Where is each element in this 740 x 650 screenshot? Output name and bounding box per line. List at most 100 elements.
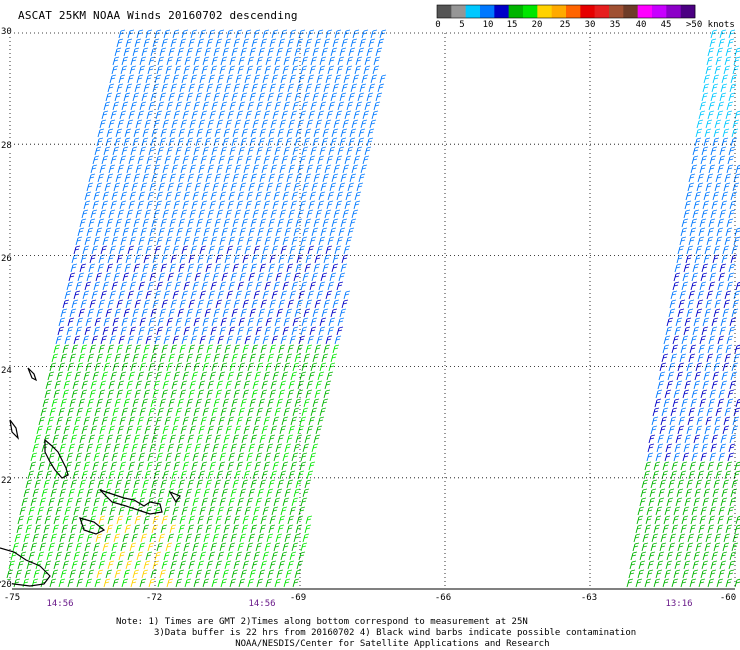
wind-barb: [116, 560, 124, 570]
wind-barb: [66, 326, 74, 336]
wind-barb: [323, 299, 331, 309]
wind-barb: [280, 290, 288, 300]
wind-barb: [295, 434, 303, 444]
wind-barb: [144, 119, 152, 129]
wind-barb: [282, 191, 290, 201]
wind-barb: [302, 488, 310, 498]
wind-barb: [105, 92, 113, 102]
wind-barb: [254, 110, 262, 120]
wind-barb: [144, 470, 152, 480]
wind-barb: [186, 137, 194, 147]
wind-barb: [70, 479, 78, 489]
wind-barb: [265, 362, 273, 372]
wind-barb: [219, 236, 227, 246]
wind-barb: [666, 380, 674, 390]
wind-barb: [192, 542, 200, 552]
wind-barb: [293, 227, 301, 237]
wind-barb: [80, 389, 88, 399]
wind-barb: [255, 497, 263, 507]
wind-barb: [23, 488, 31, 498]
wind-barb: [248, 488, 256, 498]
wind-barb: [136, 245, 144, 255]
wind-barb: [77, 272, 85, 282]
wind-barb: [266, 533, 274, 543]
wind-barb: [267, 92, 275, 102]
wind-barb: [84, 326, 92, 336]
wind-barb: [203, 488, 211, 498]
wind-barb: [646, 506, 654, 516]
wind-barb: [263, 155, 271, 165]
wind-barb: [133, 263, 141, 273]
wind-barb: [175, 578, 183, 588]
wind-barb: [44, 560, 52, 570]
wind-barb: [672, 515, 680, 525]
wind-barb: [722, 479, 730, 489]
wind-barb: [677, 308, 685, 318]
wind-barb: [171, 425, 179, 435]
wind-barb: [192, 281, 200, 291]
wind-barb: [734, 578, 740, 588]
wind-barb: [268, 434, 276, 444]
wind-barb: [185, 443, 193, 453]
wind-barb: [256, 56, 264, 66]
wind-barb: [194, 227, 202, 237]
wind-barb: [712, 371, 720, 381]
wind-barb: [693, 434, 701, 444]
wind-barb: [666, 497, 674, 507]
wind-barb: [107, 254, 115, 264]
wind-barb: [206, 560, 214, 570]
wind-barb: [245, 155, 253, 165]
note-line: 3)Data buffer is 22 hrs from 20160702 4)…: [153, 628, 637, 638]
wind-barb: [106, 173, 114, 183]
wind-barb: [99, 119, 107, 129]
wind-barb: [264, 281, 272, 291]
wind-barb: [703, 74, 711, 84]
wind-barb: [174, 326, 182, 336]
wind-barb: [714, 299, 722, 309]
wind-barb: [732, 416, 740, 426]
wind-barb: [167, 443, 175, 453]
wind-barb: [227, 461, 235, 471]
wind-barb: [73, 506, 81, 516]
wind-barb: [138, 65, 146, 75]
note-line: NOAA/NESDIS/Center for Satellite Applica…: [235, 639, 550, 649]
wind-barb: [93, 452, 101, 462]
wind-barb: [694, 254, 702, 264]
wind-barb: [138, 497, 146, 507]
wind-barb: [140, 533, 148, 543]
wind-barb: [204, 569, 212, 579]
wind-barb: [683, 209, 691, 219]
wind-barb: [711, 200, 719, 210]
wind-barb: [319, 362, 327, 372]
wind-barb: [315, 425, 323, 435]
wind-barb: [342, 209, 350, 219]
wind-barb: [637, 569, 645, 579]
wind-barb: [722, 245, 730, 255]
wind-barb: [710, 146, 718, 156]
wind-barb: [213, 353, 221, 363]
wind-barb: [720, 83, 728, 93]
wind-barb: [305, 254, 313, 264]
wind-barb: [688, 353, 696, 363]
wind-barb: [309, 281, 317, 291]
wind-barb: [180, 119, 188, 129]
wind-barb: [172, 506, 180, 516]
wind-barb: [234, 164, 242, 174]
wind-barb: [682, 506, 690, 516]
wind-barb: [34, 524, 42, 534]
wind-barb: [669, 299, 677, 309]
wind-barb: [252, 209, 260, 219]
wind-barb: [696, 119, 704, 129]
wind-barb: [156, 542, 164, 552]
wind-barb: [75, 326, 83, 336]
wind-barb: [98, 254, 106, 264]
wind-barb: [182, 200, 190, 210]
wind-barb: [84, 191, 92, 201]
wind-barb: [104, 227, 112, 237]
wind-barb: [665, 443, 673, 453]
wind-barb: [363, 65, 371, 75]
wind-barb: [288, 380, 296, 390]
wind-barb: [334, 335, 342, 345]
wind-barb: [70, 434, 78, 444]
